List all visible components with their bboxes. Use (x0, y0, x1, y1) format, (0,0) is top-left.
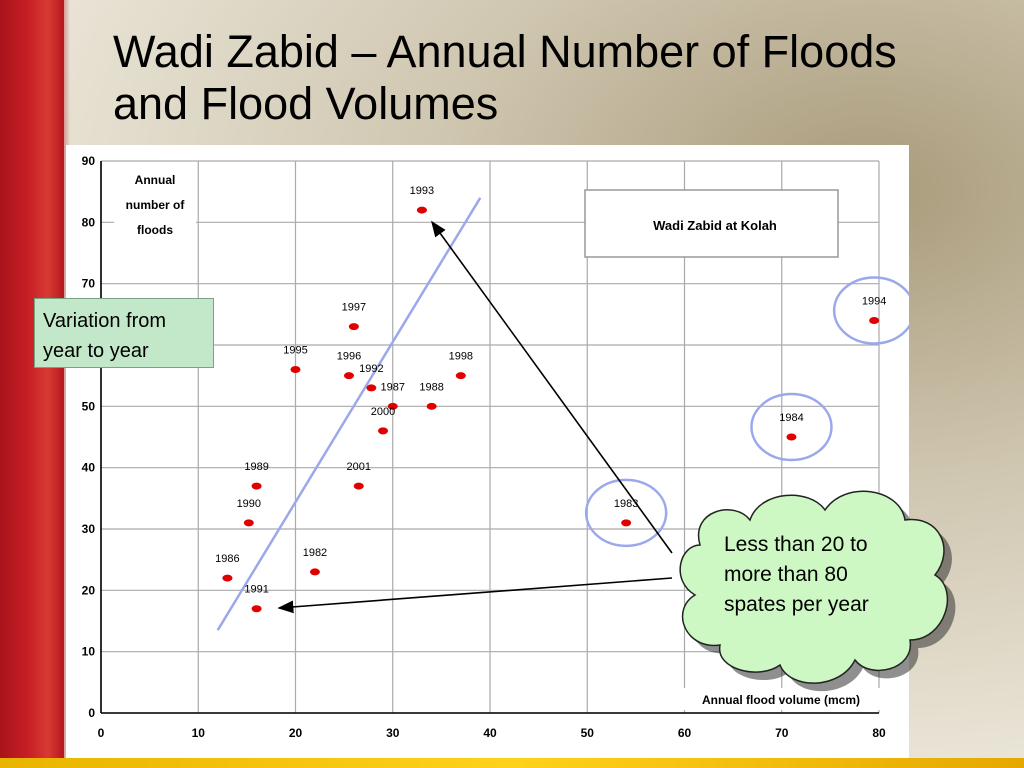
data-point-1993 (416, 206, 427, 214)
x-axis-label: Annual flood volume (mcm) (702, 693, 860, 707)
x-tick-label: 20 (289, 726, 303, 740)
data-label-1988: 1988 (419, 381, 443, 393)
data-label-1990: 1990 (237, 498, 261, 510)
cloud-callout-text: Less than 20 to more than 80 spates per … (724, 533, 869, 616)
y-tick-label: 90 (82, 154, 96, 168)
data-label-1992: 1992 (359, 363, 383, 375)
highlight-circle-1994 (832, 276, 909, 345)
x-tick-label: 70 (775, 726, 789, 740)
data-point-1996 (343, 372, 354, 380)
y-tick-label: 40 (82, 461, 96, 475)
data-point-1995 (290, 366, 301, 374)
data-point-1988 (426, 402, 437, 410)
y-tick-label: 10 (82, 645, 96, 659)
y-axis-label-line: number of (126, 198, 186, 212)
data-point-1997 (348, 323, 359, 331)
data-label-2000: 2000 (371, 406, 395, 418)
data-point-2000 (378, 427, 389, 435)
x-axis-label-box: Annual flood volume (mcm) (681, 688, 881, 710)
y-tick-label: 30 (82, 522, 96, 536)
x-tick-label: 40 (483, 726, 497, 740)
y-tick-label: 20 (82, 583, 96, 597)
plot-panel: 010203040506070800102030405060708090 Ann… (66, 145, 909, 758)
data-label-1989: 1989 (244, 461, 268, 473)
x-tick-label: 60 (678, 726, 692, 740)
legend-box: Wadi Zabid at Kolah (584, 189, 839, 258)
y-tick-label: 0 (88, 706, 95, 720)
data-label-2001: 2001 (346, 461, 370, 473)
data-label-1986: 1986 (215, 553, 239, 565)
variation-callout: Variation from year to year (34, 298, 214, 368)
legend-box-label: Wadi Zabid at Kolah (653, 218, 777, 233)
data-point-1998 (455, 372, 466, 380)
data-label-1987: 1987 (381, 381, 405, 393)
data-label-1993: 1993 (410, 185, 434, 197)
data-point-1990 (243, 519, 254, 527)
scatter-chart: 010203040506070800102030405060708090 Ann… (82, 154, 909, 740)
data-point-1992 (366, 384, 377, 392)
data-point-1986 (222, 574, 233, 582)
x-tick-label: 0 (98, 726, 105, 740)
data-label-1984: 1984 (779, 412, 803, 424)
data-point-2001 (353, 482, 364, 490)
y-axis-label-line: Annual (135, 173, 176, 187)
x-tick-label: 10 (192, 726, 206, 740)
y-tick-label: 80 (82, 215, 96, 229)
data-label-1998: 1998 (449, 351, 473, 363)
x-tick-label: 80 (872, 726, 886, 740)
data-point-1989 (251, 482, 262, 490)
data-label-1997: 1997 (342, 302, 366, 314)
trend-line (216, 197, 482, 631)
axes (100, 161, 879, 714)
y-axis-label: Annual number of floods (126, 173, 186, 237)
data-point-1994 (869, 316, 880, 324)
data-label-1983: 1983 (614, 498, 638, 510)
data-point-1982 (309, 568, 320, 576)
data-label-1982: 1982 (303, 547, 327, 559)
x-tick-label: 50 (581, 726, 595, 740)
x-tick-label: 30 (386, 726, 400, 740)
y-tick-label: 70 (82, 277, 96, 291)
data-point-1987 (387, 402, 398, 410)
data-label-1991: 1991 (244, 584, 268, 596)
y-axis-label-box: Annual number of floods (114, 164, 196, 242)
data-point-1991 (251, 605, 262, 613)
data-label-1995: 1995 (283, 345, 307, 357)
data-point-1984 (786, 433, 797, 441)
y-tick-label: 50 (82, 399, 96, 413)
highlight-circle-1984 (750, 392, 833, 462)
data-label-1996: 1996 (337, 351, 361, 363)
red-accent-bar (0, 0, 70, 768)
data-point-1983 (621, 519, 632, 527)
y-axis-label-line: floods (137, 223, 173, 237)
yellow-accent-strip (0, 758, 1024, 768)
data-label-1994: 1994 (862, 295, 886, 307)
highlight-circle-1983 (584, 478, 668, 548)
slide-title: Wadi Zabid – Annual Number of Floods and… (113, 26, 897, 129)
trend-line-segment (216, 197, 482, 631)
